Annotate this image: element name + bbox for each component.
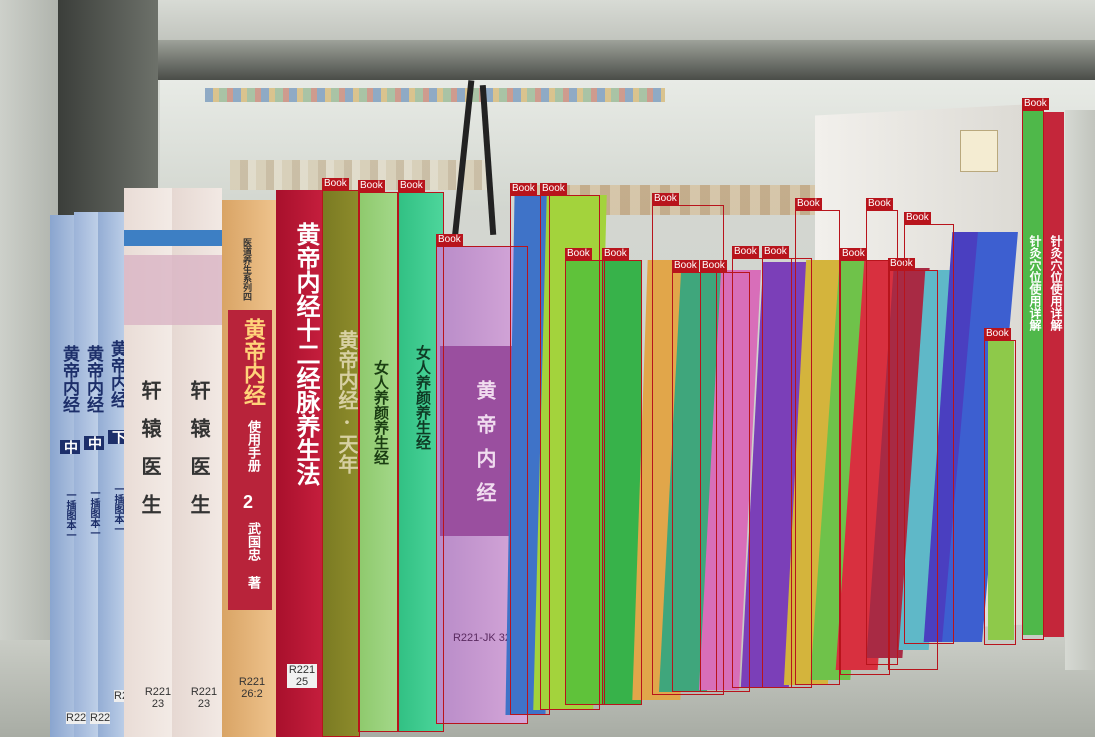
detection-box: [436, 246, 528, 724]
detection-box: [840, 260, 890, 675]
spine-title: 黄帝内经: [240, 318, 266, 406]
call-number: R221 26:2: [238, 676, 266, 700]
book-green-3: [565, 260, 605, 705]
detection-label: Book: [904, 212, 931, 224]
spine-title: 黄帝内经: [59, 345, 79, 413]
detection-label: Book: [510, 183, 537, 195]
detection-label: Book: [540, 183, 567, 195]
call-number: R22: [90, 712, 111, 724]
volume-number: 2: [243, 492, 254, 512]
spine-title: 女人养颜养生经: [414, 345, 432, 450]
detection-label: Book: [866, 198, 893, 210]
book-red: [276, 190, 326, 737]
call-number: R221-JK 32: [452, 632, 512, 644]
book-red-3: [1044, 112, 1064, 637]
detection-label: Book: [762, 246, 789, 258]
call-number: R221 23: [144, 686, 172, 710]
background-books-row: [205, 88, 665, 102]
shelf-top-edge: [120, 40, 1095, 80]
detection-label: Book: [672, 260, 699, 272]
detection-box: [358, 192, 398, 732]
detection-box: [602, 260, 642, 705]
spine-title: 针灸穴位使用详解: [1049, 235, 1063, 331]
book-green-7: [1022, 110, 1044, 635]
shelf-left-dark: [58, 0, 158, 220]
series-label: 医道养生系列四: [241, 238, 251, 301]
spine-author: 武国忠 著: [245, 522, 260, 589]
book-olive: [322, 190, 360, 737]
detection-box: [398, 192, 444, 732]
detection-label: Book: [436, 234, 463, 246]
detection-label: Book: [888, 258, 915, 270]
detection-label: Book: [652, 193, 679, 205]
spine-title: 女人养颜养生经: [372, 360, 390, 465]
orange-title-panel: [228, 310, 272, 610]
detection-box: [904, 224, 954, 644]
detection-label: Book: [840, 248, 867, 260]
book-blue-3: [98, 212, 126, 737]
detection-box: [888, 270, 938, 670]
spine-subtitle: 使用手册: [245, 420, 260, 472]
spine-title: 黄帝内经十二经脉养生法: [292, 222, 321, 486]
detection-box: [762, 258, 812, 688]
detection-label: Book: [732, 246, 759, 258]
volume-part: 下: [108, 430, 128, 444]
detection-label: Book: [322, 178, 349, 190]
detection-box: [565, 260, 605, 705]
detection-box: [700, 272, 750, 692]
spine-title: 轩辕医生: [187, 380, 211, 532]
detection-label: Book: [565, 248, 592, 260]
detection-label: Book: [358, 180, 385, 192]
detection-box: [510, 195, 550, 715]
shelf-right-side: [1065, 110, 1095, 670]
spine-subtitle: 一插图本一: [112, 484, 123, 534]
spine-title: 黄帝内经·天年: [335, 330, 359, 474]
book-blue-2: [74, 212, 102, 737]
call-number: R221 23: [190, 686, 218, 710]
detection-box: [1022, 110, 1044, 640]
detection-label: Book: [1022, 98, 1049, 110]
book-green-6: [988, 340, 1014, 640]
spine-subtitle: 一插图本一: [64, 490, 75, 540]
detection-box: [984, 340, 1016, 645]
detection-box: [672, 272, 717, 692]
call-number: R22: [66, 712, 87, 724]
book-green-1: [358, 192, 398, 732]
spine-title: 轩辕医生: [138, 380, 162, 532]
spine-title: 黄帝内经: [107, 340, 127, 408]
cream-band: [124, 230, 222, 246]
detection-box: [322, 190, 360, 737]
detection-label: Book: [700, 260, 727, 272]
spine-subtitle: 一插图本一: [88, 488, 99, 538]
cream-band: [124, 255, 222, 325]
detection-label: Book: [984, 328, 1011, 340]
detection-box: [795, 210, 840, 685]
volume-part: 中: [60, 440, 80, 454]
spine-title: 黄帝内经: [83, 345, 103, 413]
detection-box: [540, 195, 600, 710]
detection-box: [866, 210, 898, 665]
call-number: R221 25: [287, 664, 317, 688]
detection-label: Book: [795, 198, 822, 210]
detection-box: [652, 205, 724, 695]
detection-label: Book: [602, 248, 629, 260]
spine-title: 黄帝内经: [473, 380, 497, 516]
box-label: [960, 130, 998, 172]
detection-label: Book: [398, 180, 425, 192]
volume-part: 中: [84, 436, 104, 450]
spine-title: 针灸穴位使用详解: [1028, 235, 1042, 331]
